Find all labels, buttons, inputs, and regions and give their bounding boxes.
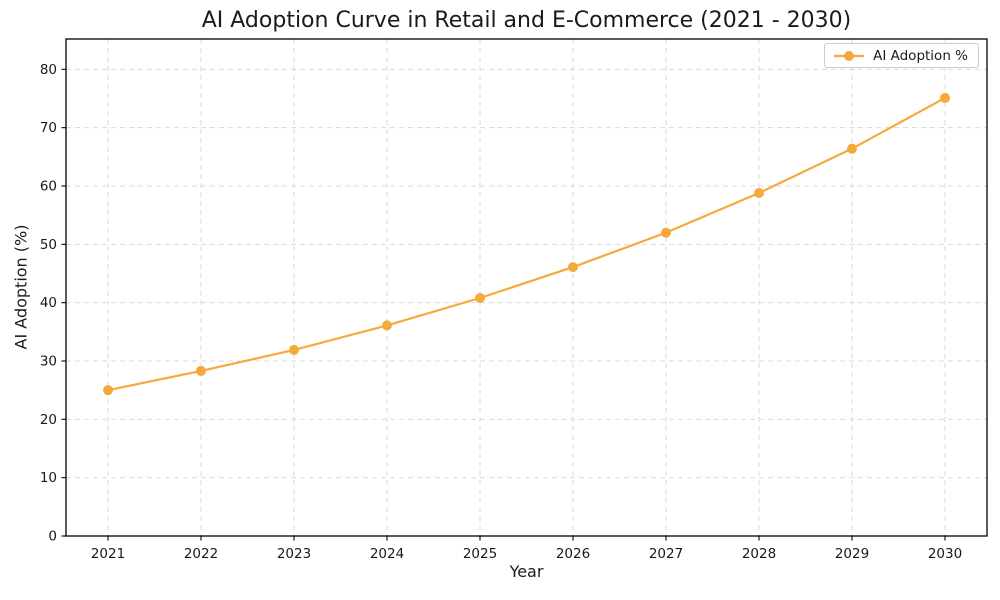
data-point-marker [103, 385, 113, 396]
y-tick-label: 30 [40, 354, 57, 370]
y-tick-label: 70 [40, 120, 57, 136]
x-tick-label: 2025 [463, 546, 497, 562]
x-tick-label: 2026 [556, 546, 590, 562]
legend-marker [834, 50, 865, 61]
x-tick-label: 2021 [91, 546, 125, 562]
x-axis-label: Year [509, 562, 544, 581]
x-tick-label: 2030 [928, 546, 962, 562]
y-tick-label: 20 [40, 412, 57, 428]
axes-spines [65, 38, 988, 537]
data-point-marker [847, 143, 857, 154]
data-point-marker [568, 262, 578, 273]
y-tick-label: 0 [48, 529, 57, 545]
data-point-marker [940, 92, 950, 103]
data-point-marker [289, 344, 299, 355]
adoption-line [106, 96, 947, 392]
y-tick-label: 10 [40, 470, 57, 486]
data-point-marker [661, 227, 671, 238]
y-tick-label: 40 [40, 295, 57, 311]
data-point-marker [475, 293, 485, 303]
data-point-marker [196, 365, 206, 376]
y-tick-label: 50 [40, 237, 57, 253]
y-tick-label: 60 [40, 179, 57, 195]
y-tick-label: 80 [40, 62, 57, 78]
x-tick-label: 2023 [277, 546, 311, 562]
x-tick-label: 2024 [370, 546, 404, 562]
x-tick-label: 2027 [649, 546, 683, 562]
chart-title: AI Adoption Curve in Retail and E-Commer… [201, 8, 852, 33]
x-tick-label: 2022 [184, 546, 218, 562]
legend: AI Adoption % [824, 43, 979, 68]
data-point-marker [754, 188, 764, 198]
x-tick-label: 2029 [835, 546, 869, 562]
legend-label: AI Adoption % [873, 47, 968, 64]
data-point-marker [382, 320, 392, 331]
x-tick-label: 2028 [742, 546, 776, 562]
